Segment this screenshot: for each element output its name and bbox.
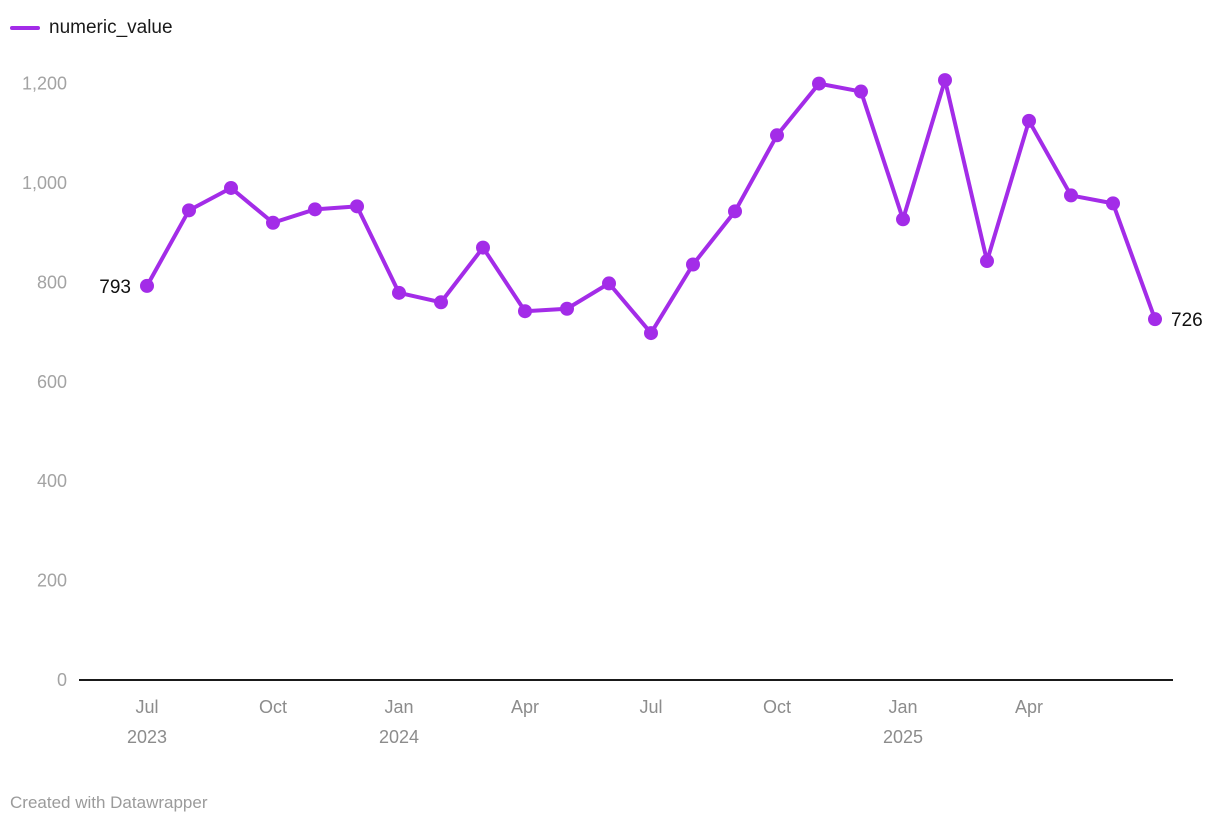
point-value-label: 726 [1171, 310, 1203, 331]
y-axis-tick-label: 400 [37, 471, 67, 491]
data-point[interactable] [476, 240, 490, 255]
y-axis-tick-label: 600 [37, 372, 67, 392]
point-value-label: 793 [99, 277, 131, 298]
data-point[interactable] [1148, 312, 1162, 327]
data-point[interactable] [854, 84, 868, 99]
data-point[interactable] [980, 254, 994, 269]
legend-line-swatch [10, 25, 40, 30]
x-axis-tick-month: Jan [888, 697, 917, 717]
data-point[interactable] [392, 285, 406, 300]
line-series [145, 78, 1157, 336]
data-point[interactable] [1106, 196, 1120, 211]
x-axis-tick-month: Oct [259, 697, 287, 717]
data-point[interactable] [728, 204, 742, 219]
x-axis-tick-year: 2024 [379, 727, 419, 747]
data-point[interactable] [686, 257, 700, 272]
data-point[interactable] [770, 128, 784, 143]
y-axis-tick-label: 0 [57, 670, 67, 690]
data-point[interactable] [1022, 113, 1036, 128]
data-point[interactable] [224, 180, 238, 195]
data-point[interactable] [266, 215, 280, 230]
x-axis-tick-year: 2025 [883, 727, 923, 747]
x-axis-tick-month: Apr [1015, 697, 1043, 717]
y-axis-tick-label: 1,000 [22, 173, 67, 193]
x-axis-tick-month: Jul [135, 697, 158, 717]
data-point[interactable] [182, 203, 196, 218]
data-point[interactable] [518, 304, 532, 319]
data-point[interactable] [602, 276, 616, 291]
y-axis-tick-label: 800 [37, 272, 67, 292]
x-axis-tick-year: 2023 [127, 727, 167, 747]
x-axis-tick-month: Jul [639, 697, 662, 717]
data-point[interactable] [560, 301, 574, 316]
x-axis-tick-month: Oct [763, 697, 791, 717]
data-point[interactable] [140, 278, 154, 293]
x-axis-tick-month: Jan [384, 697, 413, 717]
data-point[interactable] [434, 295, 448, 310]
legend: numeric_value [10, 18, 173, 37]
x-axis-tick-month: Apr [511, 697, 539, 717]
attribution-text: Created with Datawrapper [10, 793, 208, 812]
data-point[interactable] [896, 212, 910, 227]
data-point[interactable] [812, 76, 826, 91]
data-point[interactable] [938, 73, 952, 88]
y-axis-tick-label: 1,200 [22, 74, 67, 94]
data-point[interactable] [644, 326, 658, 341]
data-point[interactable] [350, 199, 364, 214]
data-point[interactable] [1064, 188, 1078, 203]
y-axis-tick-label: 200 [37, 571, 67, 591]
legend-label: numeric_value [49, 17, 173, 38]
data-point[interactable] [308, 202, 322, 217]
